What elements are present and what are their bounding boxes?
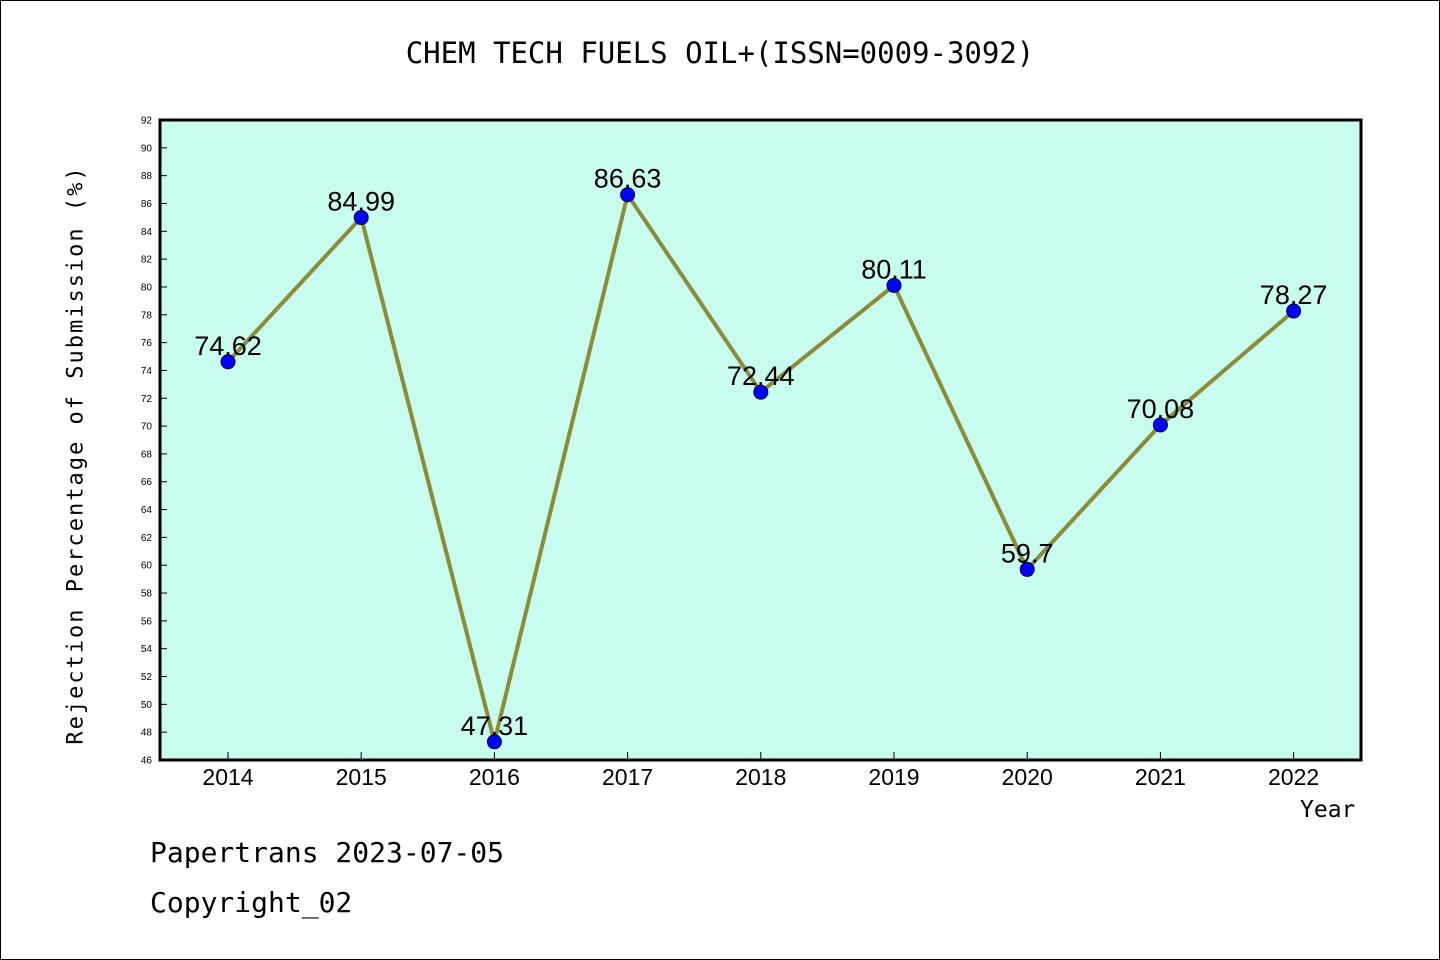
chart-title: CHEM TECH FUELS OIL+(ISSN=0009-3092) [405, 36, 1035, 70]
data-label: 84.99 [327, 187, 395, 217]
y-tick-label: 54 [141, 644, 153, 655]
y-tick-label: 78 [141, 310, 153, 321]
plot-border [158, 118, 1363, 762]
data-point [620, 187, 636, 203]
y-tick-label: 52 [141, 672, 153, 683]
y-tick-label: 92 [141, 116, 153, 127]
x-tick-label: 2021 [1135, 764, 1186, 790]
x-tick-label: 2017 [602, 764, 653, 790]
y-tick-label: 72 [141, 394, 153, 405]
y-tick-label: 66 [141, 477, 153, 488]
y-tick-label: 46 [141, 756, 153, 767]
y-tick-label: 76 [141, 338, 153, 349]
x-tick-label: 2014 [202, 764, 253, 790]
data-label: 74.62 [194, 331, 262, 361]
y-tick-label: 48 [141, 728, 153, 739]
y-tick-label: 82 [141, 255, 153, 266]
y-tick-label: 90 [141, 143, 153, 154]
y-tick-label: 84 [141, 227, 153, 238]
data-point [753, 384, 769, 400]
data-point [1286, 303, 1302, 319]
data-point [1152, 417, 1168, 433]
data-markers [220, 187, 1302, 750]
data-point [353, 210, 369, 226]
y-tick-label: 68 [141, 449, 153, 460]
x-tick-label: 2019 [868, 764, 919, 790]
data-label: 59.7 [1001, 538, 1054, 568]
y-tick-label: 56 [141, 616, 153, 627]
data-label: 70.08 [1127, 394, 1195, 424]
x-axis-label: Year [1300, 797, 1356, 823]
y-tick-label: 50 [141, 700, 153, 711]
y-tick-label: 86 [141, 199, 153, 210]
x-tick-label: 2018 [735, 764, 786, 790]
data-point [486, 734, 502, 750]
y-tick-label: 58 [141, 589, 153, 600]
x-tick-label: 2020 [1002, 764, 1053, 790]
plot-area [160, 120, 1361, 760]
footer-date-stamp: Papertrans 2023-07-05 [150, 836, 505, 869]
x-axis-ticks: 2014 2015 2016 2017 2018 2019 2020 2021 2022 [202, 752, 1319, 790]
y-tick-label: 88 [141, 171, 153, 182]
data-labels: 74.62 84.99 47.31 86.63 72.44 80.11 59.7 70.08 7… [194, 164, 1327, 741]
data-point [886, 277, 902, 293]
footer-copyright: Copyright_02 [150, 886, 353, 919]
data-point [1019, 561, 1035, 577]
data-label: 72.44 [727, 361, 795, 391]
y-tick-label: 64 [141, 505, 153, 516]
y-tick-label: 74 [141, 366, 153, 377]
x-tick-label: 2022 [1268, 764, 1319, 790]
data-point [220, 354, 236, 370]
y-tick-label: 80 [141, 282, 153, 293]
data-label: 80.11 [861, 254, 927, 284]
data-label: 78.27 [1260, 280, 1328, 310]
y-tick-label: 60 [141, 561, 153, 572]
x-tick-label: 2015 [336, 764, 387, 790]
y-tick-label: 70 [141, 422, 153, 433]
data-label: 47.31 [461, 711, 529, 741]
x-tick-label: 2016 [469, 764, 520, 790]
data-label: 86.63 [594, 164, 662, 194]
y-tick-label: 62 [141, 533, 153, 544]
